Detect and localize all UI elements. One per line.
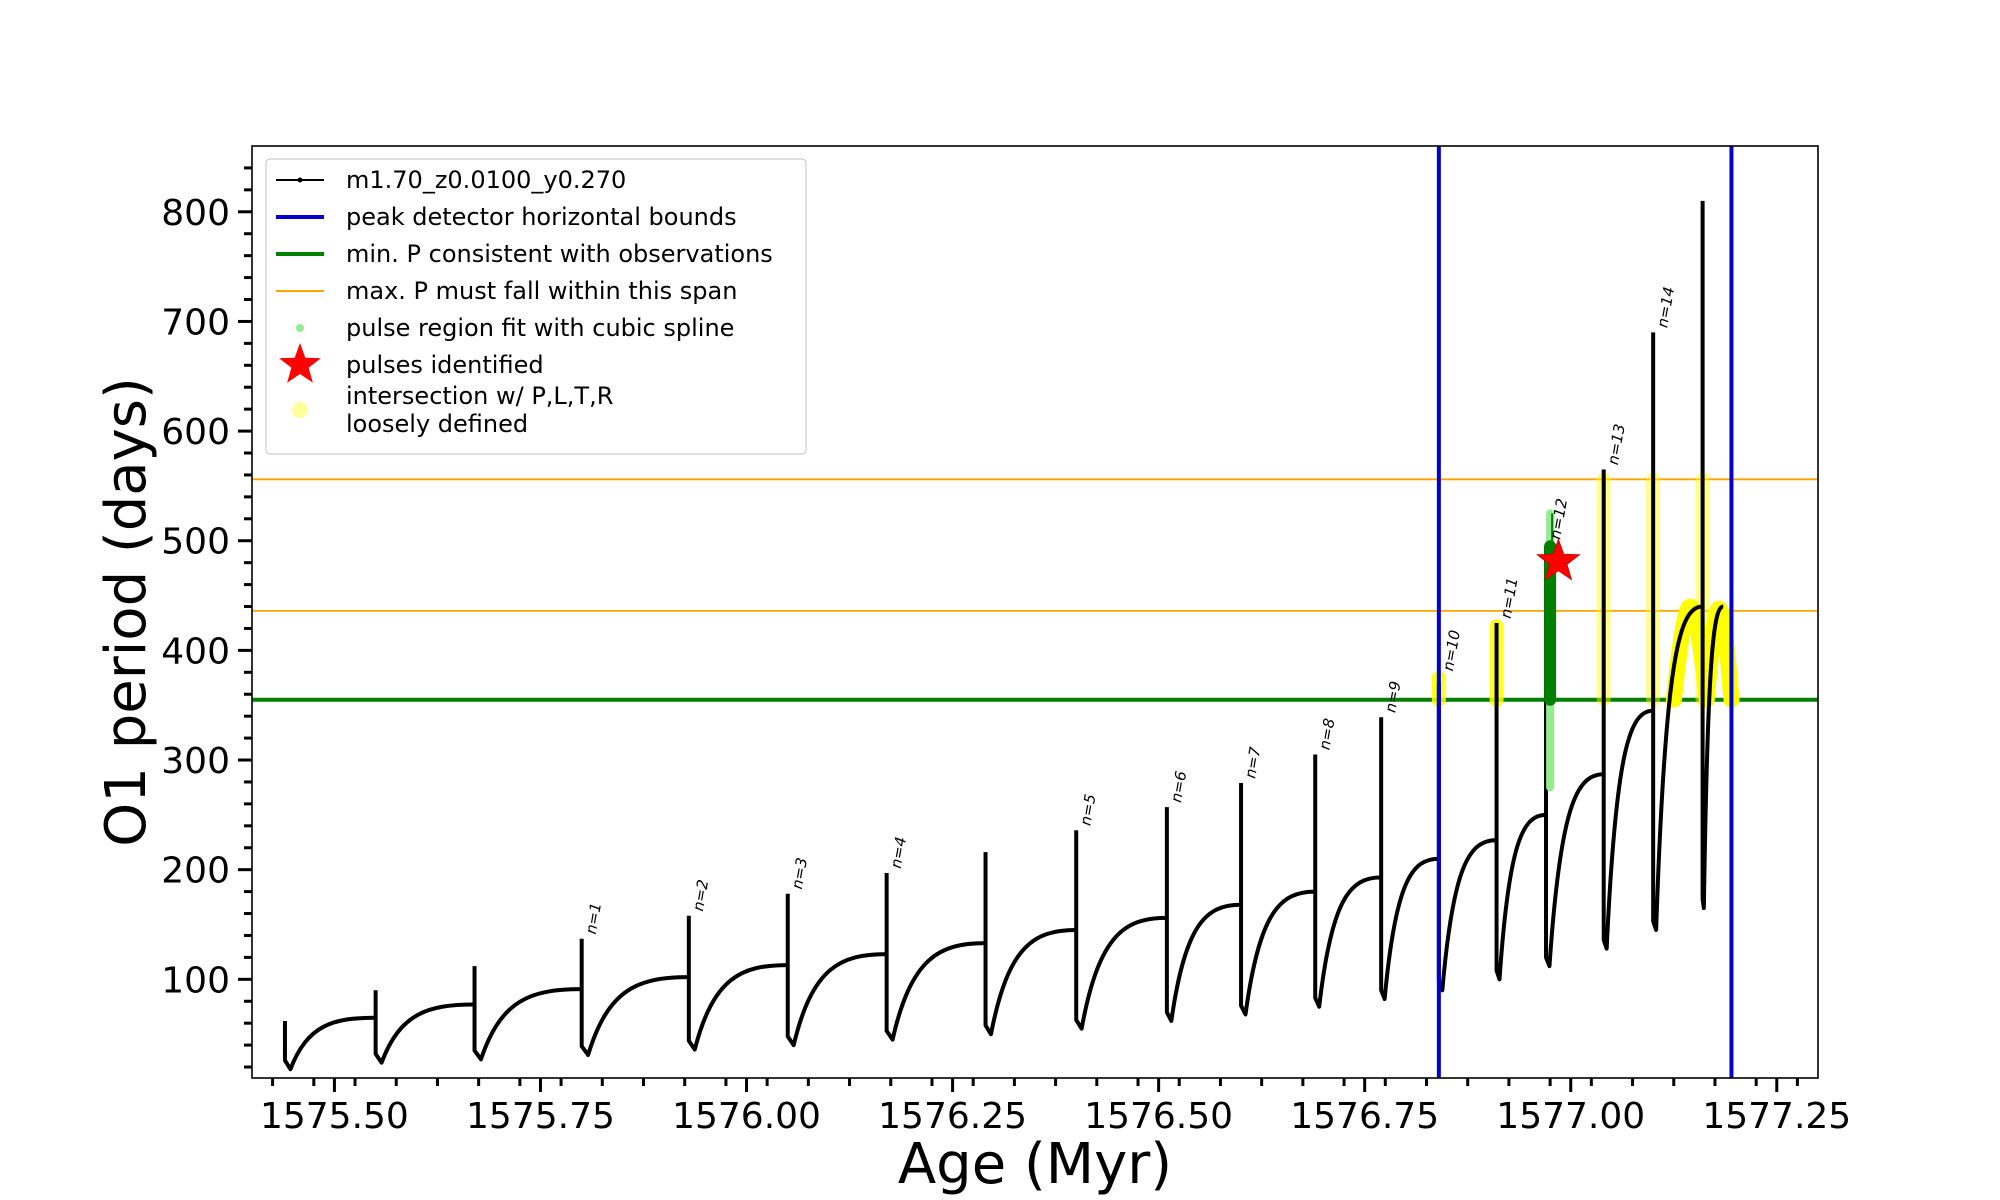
series-pulse-4 xyxy=(579,938,689,1057)
vertical-bounds xyxy=(1436,146,1734,1078)
model-series xyxy=(282,200,1724,1072)
legend-swatch-star xyxy=(279,343,321,383)
x-tick-label: 1575.50 xyxy=(260,1096,409,1137)
series-pulse-11 xyxy=(1239,783,1316,1017)
series-pulse-18 xyxy=(1651,332,1703,932)
y-tick-label: 400 xyxy=(161,631,230,672)
legend-label: peak detector horizontal bounds xyxy=(346,203,737,231)
legend-swatch-dot xyxy=(296,324,304,332)
legend-label: pulses identified xyxy=(346,351,544,379)
legend-swatch-circle xyxy=(292,402,308,418)
horizontal-reference-lines xyxy=(252,478,1818,702)
pulse-label-n-2: n=2 xyxy=(689,878,712,912)
pulse-label-n-9: n=9 xyxy=(1381,680,1404,714)
x-tick-label: 1576.25 xyxy=(878,1096,1027,1137)
series-pulse-17 xyxy=(1601,469,1654,951)
pulse-label-n-5: n=5 xyxy=(1076,793,1099,827)
pulses-identified-markers xyxy=(1536,538,1581,581)
y-tick-label: 300 xyxy=(161,741,230,782)
series-pulse-16 xyxy=(1544,546,1604,969)
series-pulse-12 xyxy=(1313,754,1382,1009)
y-tick-label: 200 xyxy=(161,851,230,892)
series-pulse-5 xyxy=(686,915,788,1052)
series-pulse-19 xyxy=(1700,200,1724,911)
legend-swatch-dot xyxy=(297,177,303,183)
series-pulse-15 xyxy=(1494,622,1547,982)
pulse-label-n-1: n=1 xyxy=(582,901,605,935)
legend-box xyxy=(265,158,807,455)
series-pulse-8 xyxy=(983,852,1077,1037)
series-pulse-6 xyxy=(785,893,887,1048)
legend-label: max. P must fall within this span xyxy=(346,277,737,305)
series-pulse-10 xyxy=(1164,807,1242,1023)
x-tick-label: 1576.75 xyxy=(1290,1096,1439,1137)
series-pulse-9 xyxy=(1074,830,1167,1031)
legend-label: min. P consistent with observations xyxy=(346,240,773,268)
x-tick-label: 1575.75 xyxy=(466,1096,615,1137)
x-tick-label: 1577.00 xyxy=(1496,1096,1645,1137)
x-tick-label: 1576.00 xyxy=(672,1096,821,1137)
x-axis-title: Age (Myr) xyxy=(898,1132,1172,1197)
pulse-label-n-6: n=6 xyxy=(1167,770,1190,804)
legend-label: pulse region fit with cubic spline xyxy=(346,314,734,342)
series-pulse-1 xyxy=(282,1015,376,1072)
pulse-label-n-8: n=8 xyxy=(1315,717,1338,751)
pulse-identified-star xyxy=(1536,538,1581,581)
y-axis-title: O1 period (days) xyxy=(94,377,159,847)
y-tick-label: 800 xyxy=(161,193,230,234)
plot-frame xyxy=(251,145,1819,1079)
y-tick-label: 600 xyxy=(161,412,230,453)
y-tick-label: 700 xyxy=(161,302,230,343)
legend-label: intersection w/ P,L,T,R loosely defined xyxy=(346,382,613,438)
x-tick-label: 1577.25 xyxy=(1702,1096,1851,1137)
y-tick-label: 500 xyxy=(161,522,230,563)
x-tick-label: 1576.50 xyxy=(1084,1096,1233,1137)
series-pulse-3 xyxy=(472,966,582,1062)
plot-area: n=1n=2n=3n=4n=5n=6n=7n=8n=9n=10n=11n=12n… xyxy=(252,146,1818,1078)
series-pulse-14 xyxy=(1436,683,1497,993)
series-pulse-13 xyxy=(1379,717,1439,1002)
y-tick-label: 100 xyxy=(161,960,230,1001)
series-pulse-2 xyxy=(373,990,475,1065)
pulse-label-n-4: n=4 xyxy=(887,835,910,869)
pulse-label-n-3: n=3 xyxy=(788,856,811,890)
series-pulse-7 xyxy=(884,872,986,1042)
legend-label: m1.70_z0.0100_y0.270 xyxy=(346,166,626,194)
axes: 1575.50 1575.75 1576.00 1576.25 1576.50 1576.… xyxy=(161,166,1851,1137)
pulse-label-n-7: n=7 xyxy=(1241,745,1264,780)
